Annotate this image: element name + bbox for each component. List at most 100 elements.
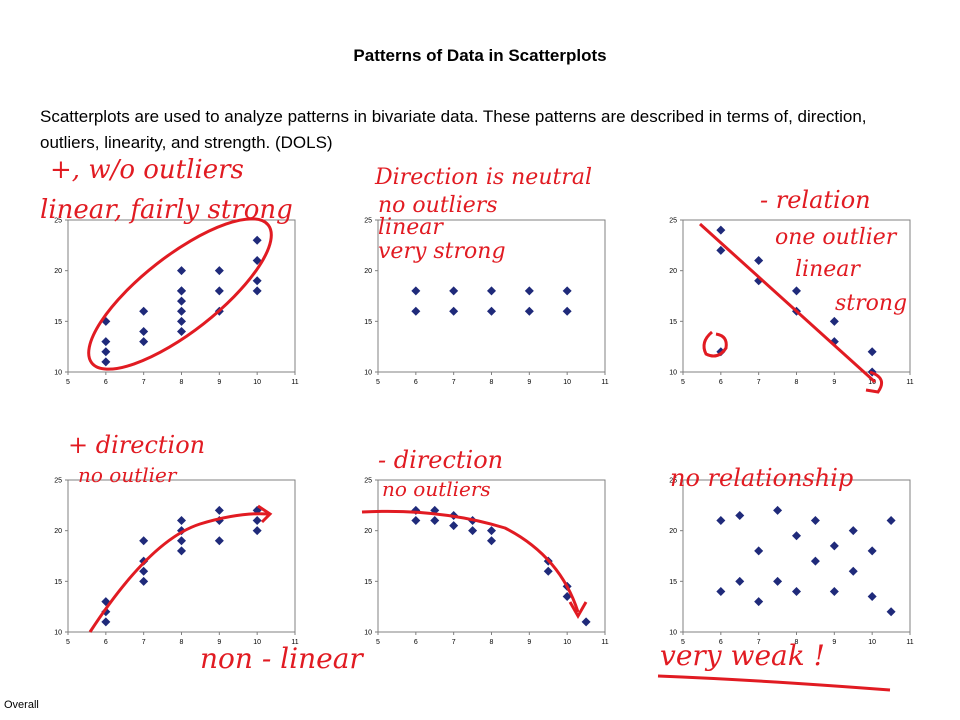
x-tick-label: 11 xyxy=(601,639,608,646)
page-title: Patterns of Data in Scatterplots xyxy=(353,46,607,65)
y-tick-label: 20 xyxy=(364,528,372,535)
scatterplot-no-relationship: 5 6 7 8 9 10 11 10 15 20 25 xyxy=(669,478,914,647)
data-point xyxy=(810,556,820,566)
data-point xyxy=(829,586,839,596)
data-point xyxy=(524,306,534,316)
x-tick-label: 11 xyxy=(291,639,298,646)
x-tick-label: 9 xyxy=(527,379,531,386)
x-tick-label: 7 xyxy=(757,639,761,646)
x-tick-label: 6 xyxy=(719,639,723,646)
data-point xyxy=(792,586,801,596)
x-tick-label: 10 xyxy=(563,379,571,386)
x-tick-label: 10 xyxy=(563,639,571,646)
data-point xyxy=(735,576,745,586)
y-tick-label: 25 xyxy=(669,478,677,485)
x-tick-label: 9 xyxy=(217,379,221,386)
data-point xyxy=(487,286,496,296)
scatterplot-no-relation-flat: 5 6 7 8 9 10 11 10 15 20 25 xyxy=(364,218,609,387)
x-tick-label: 9 xyxy=(527,639,531,646)
data-point xyxy=(487,306,496,316)
data-point xyxy=(754,597,764,607)
plot-area xyxy=(377,479,606,633)
scatterplot-negative-linear: 5 6 7 8 9 10 11 10 15 20 25 xyxy=(669,218,914,387)
data-point xyxy=(562,306,572,316)
x-tick-label: 6 xyxy=(414,639,418,646)
x-tick-label: 11 xyxy=(291,379,298,386)
plot-area xyxy=(682,219,911,373)
data-point xyxy=(792,531,801,541)
scatterplot-positive-nonlinear: 5 6 7 8 9 10 11 10 15 20 25 xyxy=(54,478,299,647)
data-point xyxy=(716,586,726,596)
x-tick-label: 10 xyxy=(868,379,876,386)
data-point xyxy=(754,546,764,556)
x-tick-label: 9 xyxy=(832,639,836,646)
annotation-underline xyxy=(657,674,891,692)
x-tick-label: 8 xyxy=(180,379,184,386)
annotation-text: + direction xyxy=(68,431,205,459)
x-tick-label: 11 xyxy=(906,639,913,646)
x-tick-label: 8 xyxy=(180,639,184,646)
x-tick-label: 10 xyxy=(253,639,261,646)
y-tick-label: 20 xyxy=(54,268,62,275)
y-tick-label: 10 xyxy=(54,370,62,377)
x-tick-label: 8 xyxy=(490,379,494,386)
data-point xyxy=(773,576,783,586)
x-tick-label: 7 xyxy=(142,379,146,386)
plot-area xyxy=(67,219,296,373)
x-tick-label: 6 xyxy=(104,379,108,386)
x-tick-label: 7 xyxy=(452,639,456,646)
annotation-text: - direction xyxy=(378,446,503,474)
x-tick-label: 5 xyxy=(376,379,380,386)
y-tick-label: 10 xyxy=(364,630,372,637)
y-tick-label: 10 xyxy=(669,370,677,377)
data-point xyxy=(848,566,858,576)
x-tick-label: 7 xyxy=(142,639,146,646)
x-tick-label: 8 xyxy=(795,379,799,386)
annotation-text: Direction is neutral xyxy=(374,165,592,190)
y-tick-label: 20 xyxy=(364,268,372,275)
y-tick-label: 10 xyxy=(669,630,677,637)
data-point xyxy=(449,306,459,316)
plot-area xyxy=(67,479,296,633)
y-tick-label: 15 xyxy=(364,319,372,326)
y-tick-label: 25 xyxy=(364,218,372,225)
data-point xyxy=(411,306,421,316)
data-point xyxy=(581,617,591,627)
x-tick-label: 11 xyxy=(906,379,913,386)
annotation-text: +, w/o outliers xyxy=(50,155,244,185)
data-point xyxy=(562,286,572,296)
footer-label: Overall xyxy=(4,699,39,711)
y-tick-label: 15 xyxy=(54,319,62,326)
plot-area xyxy=(377,219,606,373)
y-tick-label: 15 xyxy=(54,579,62,586)
x-tick-label: 7 xyxy=(452,379,456,386)
scatterplot-positive-linear: 5 6 7 8 9 10 11 10 15 20 25 xyxy=(54,218,299,387)
data-point xyxy=(829,541,839,551)
data-point xyxy=(848,526,858,536)
data-point xyxy=(716,516,726,526)
data-point xyxy=(886,516,896,526)
x-tick-label: 5 xyxy=(681,379,685,386)
x-tick-label: 6 xyxy=(414,379,418,386)
data-point xyxy=(411,286,421,296)
y-tick-label: 20 xyxy=(669,268,677,275)
y-tick-label: 15 xyxy=(669,579,677,586)
x-tick-label: 6 xyxy=(719,379,723,386)
x-tick-label: 5 xyxy=(66,379,70,386)
y-tick-label: 10 xyxy=(364,370,372,377)
scatterplot-negative-nonlinear: 5 6 7 8 9 10 11 10 15 20 25 xyxy=(364,478,609,647)
x-tick-label: 8 xyxy=(490,639,494,646)
x-tick-label: 10 xyxy=(868,639,876,646)
x-tick-label: 5 xyxy=(681,639,685,646)
data-point xyxy=(886,607,896,617)
x-tick-label: 6 xyxy=(104,639,108,646)
plot-area xyxy=(682,479,911,633)
data-point xyxy=(449,286,459,296)
y-tick-label: 15 xyxy=(364,579,372,586)
data-point xyxy=(735,510,745,520)
y-tick-label: 20 xyxy=(54,528,62,535)
y-tick-label: 20 xyxy=(669,528,677,535)
x-tick-label: 5 xyxy=(376,639,380,646)
data-point xyxy=(773,505,783,515)
y-tick-label: 25 xyxy=(54,218,62,225)
